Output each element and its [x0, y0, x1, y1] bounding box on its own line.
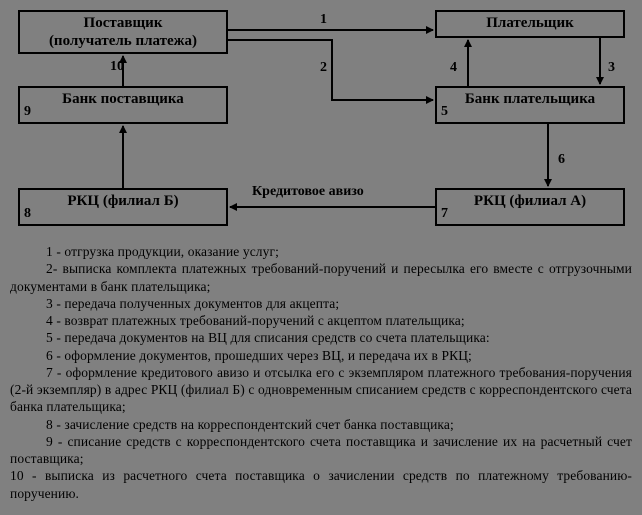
legend: 1 - отгрузка продукции, оказание услуг; …: [0, 243, 642, 502]
arrows-svg: [0, 0, 642, 236]
legend-item: 4 - возврат платежных требований-поручен…: [10, 312, 632, 329]
legend-item: 1 - отгрузка продукции, оказание услуг;: [10, 243, 632, 260]
legend-item: 6 - оформление документов, прошедших чер…: [10, 347, 632, 364]
legend-item: 8 - зачисление средств на корреспондентс…: [10, 416, 632, 433]
legend-item: 2- выписка комплекта платежных требовани…: [10, 260, 632, 295]
legend-item: 5 - передача документов на ВЦ для списан…: [10, 329, 632, 346]
legend-item: 3 - передача полученных документов для а…: [10, 295, 632, 312]
flow-diagram: Поставщик (получатель платежа) Плательщи…: [0, 0, 642, 236]
legend-item: 9 - списание средств с корреспондентског…: [10, 433, 632, 468]
legend-item: 7 - оформление кредитового авизо и отсыл…: [10, 364, 632, 416]
legend-item-final: 10 - выписка из расчетного счета поставщ…: [10, 467, 632, 502]
